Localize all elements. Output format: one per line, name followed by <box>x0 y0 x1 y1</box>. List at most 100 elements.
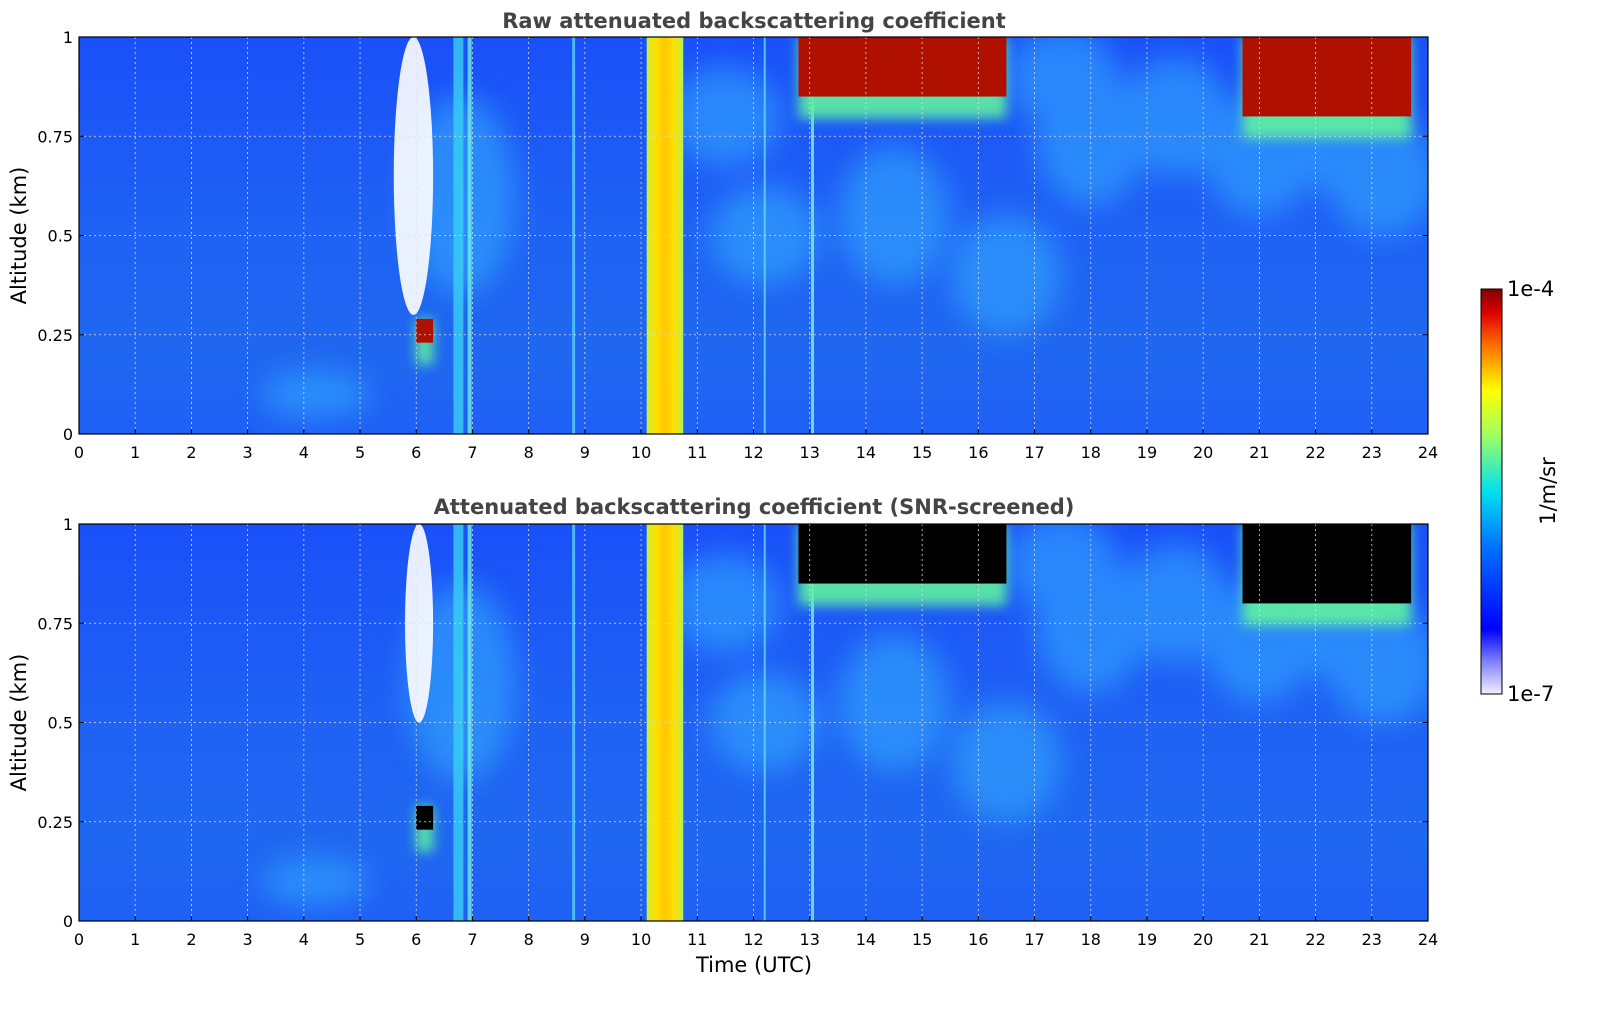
heatmap-area <box>79 524 1428 921</box>
x-tick-label: 9 <box>580 443 590 462</box>
texture-blob <box>839 633 950 773</box>
x-tick-label: 15 <box>912 443 932 462</box>
colorbar-min-label: 1e-7 <box>1507 682 1554 706</box>
texture-blob <box>260 857 371 906</box>
x-tick-label: 3 <box>243 443 253 462</box>
x-tick-label: 4 <box>299 443 309 462</box>
x-tick-label: 0 <box>74 443 84 462</box>
signal-streak <box>453 37 464 434</box>
texture-blob <box>951 702 1062 822</box>
y-tick-label: 0.75 <box>37 614 73 633</box>
panel-screened: Attenuated backscattering coefficient (S… <box>7 495 1438 977</box>
texture-blob <box>1328 116 1428 236</box>
screened-cloud <box>798 524 1007 584</box>
signal-streak <box>811 524 815 921</box>
x-tick-label: 20 <box>1193 443 1213 462</box>
x-tick-label: 2 <box>186 930 196 949</box>
x-tick-label: 9 <box>580 930 590 949</box>
colorbar-max-label: 1e-4 <box>1507 277 1554 301</box>
x-tick-label: 2 <box>186 443 196 462</box>
x-tick-label: 13 <box>800 930 820 949</box>
x-tick-label: 7 <box>467 930 477 949</box>
x-tick-label: 19 <box>1137 930 1157 949</box>
texture-blob <box>670 553 781 654</box>
y-tick-label: 0.5 <box>48 714 73 733</box>
y-axis: 0 0.25 0.5 0.75 1 <box>37 515 1428 931</box>
texture-blob <box>1007 524 1118 614</box>
x-tick-label: 22 <box>1305 930 1325 949</box>
x-tick-label: 20 <box>1193 930 1213 949</box>
signal-streak <box>453 524 464 921</box>
x-tick-label: 6 <box>411 443 421 462</box>
x-tick-label: 19 <box>1137 443 1157 462</box>
texture-blob <box>1328 603 1428 723</box>
y-tick-label: 0 <box>63 425 73 444</box>
texture-blob <box>670 66 781 167</box>
x-tick-label: 16 <box>968 930 988 949</box>
x-tick-label: 21 <box>1249 443 1269 462</box>
cloud-layer <box>1242 37 1412 117</box>
x-tick-label: 7 <box>467 443 477 462</box>
screened-cloud <box>416 805 434 830</box>
x-axis: 0 1 2 3 4 5 6 7 8 9 10 11 12 13 14 15 16 17 18 19 20 21 22 23 24 <box>74 429 1438 462</box>
x-tick-label: 0 <box>74 930 84 949</box>
x-tick-label: 1 <box>130 930 140 949</box>
x-tick-label: 14 <box>856 930 876 949</box>
no-signal-region <box>393 37 434 315</box>
x-tick-label: 4 <box>299 930 309 949</box>
x-tick-label: 18 <box>1081 443 1101 462</box>
panel-raw: Raw attenuated backscattering coefficien… <box>7 9 1438 462</box>
x-tick-label: 24 <box>1418 930 1438 949</box>
x-tick-label: 11 <box>687 443 707 462</box>
y-tick-label: 0.25 <box>37 326 73 345</box>
x-tick-label: 18 <box>1081 930 1101 949</box>
x-tick-label: 17 <box>1024 930 1044 949</box>
panel-title: Attenuated backscattering coefficient (S… <box>434 495 1075 519</box>
x-tick-label: 10 <box>631 930 651 949</box>
x-tick-label: 8 <box>524 443 534 462</box>
x-tick-label: 5 <box>355 443 365 462</box>
texture-blob <box>1007 37 1118 127</box>
x-tick-label: 21 <box>1249 930 1269 949</box>
x-tick-label: 13 <box>800 443 820 462</box>
cloud-layer <box>416 318 434 343</box>
x-axis: 0 1 2 3 4 5 6 7 8 9 10 11 12 13 14 15 16 17 18 19 20 21 22 23 24 <box>74 916 1438 949</box>
turbulence-texture <box>260 37 1428 419</box>
grid-lines <box>79 37 1428 434</box>
y-tick-label: 0.25 <box>37 813 73 832</box>
x-tick-label: 24 <box>1418 443 1438 462</box>
y-tick-label: 0.5 <box>48 227 73 246</box>
x-tick-label: 15 <box>912 930 932 949</box>
colorbar: 1e-4 1e-7 1/m/sr <box>1480 277 1560 706</box>
signal-streak <box>811 37 815 434</box>
x-axis-label: Time (UTC) <box>695 953 812 977</box>
colorbar-gradient <box>1480 288 1503 695</box>
y-tick-label: 1 <box>63 28 73 47</box>
x-tick-label: 1 <box>130 443 140 462</box>
texture-blob <box>951 215 1062 335</box>
x-tick-label: 12 <box>743 930 763 949</box>
texture-blob <box>839 146 950 286</box>
colorbar-unit-label: 1/m/sr <box>1536 457 1560 525</box>
x-tick-label: 12 <box>743 443 763 462</box>
x-tick-label: 23 <box>1362 930 1382 949</box>
y-axis: 0 0.25 0.5 0.75 1 <box>37 28 1428 444</box>
y-axis-label: Altitude (km) <box>7 654 31 792</box>
x-tick-label: 22 <box>1305 443 1325 462</box>
x-tick-label: 17 <box>1024 443 1044 462</box>
x-tick-label: 8 <box>524 930 534 949</box>
x-tick-label: 23 <box>1362 443 1382 462</box>
y-axis-label: Altitude (km) <box>7 167 31 305</box>
panel-title: Raw attenuated backscattering coefficien… <box>502 9 1006 33</box>
texture-blob <box>1120 56 1231 176</box>
x-tick-label: 14 <box>856 443 876 462</box>
grid-lines <box>79 524 1428 921</box>
y-tick-label: 0.75 <box>37 127 73 146</box>
x-tick-label: 6 <box>411 930 421 949</box>
texture-blob <box>260 370 371 419</box>
signal-streak <box>572 524 576 921</box>
y-tick-label: 0 <box>63 912 73 931</box>
screened-cloud <box>1242 524 1412 604</box>
y-tick-label: 1 <box>63 515 73 534</box>
